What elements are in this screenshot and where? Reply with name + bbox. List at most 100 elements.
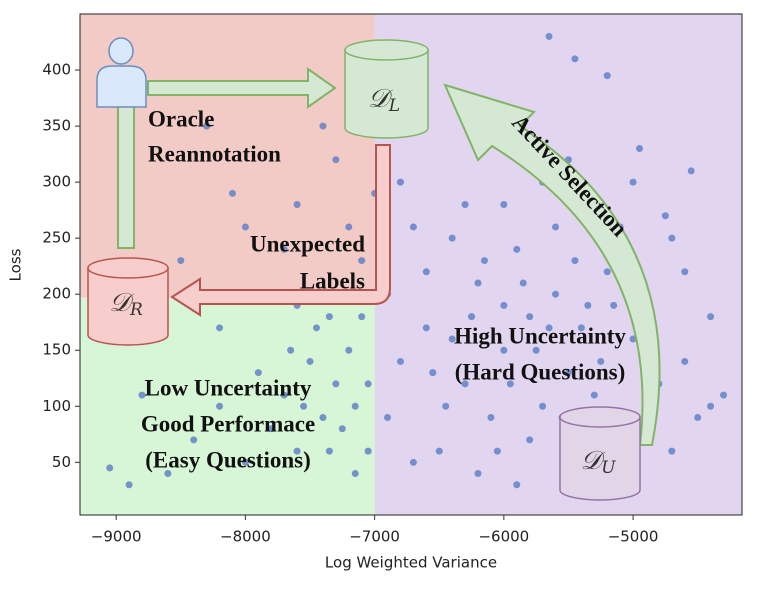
point: [584, 301, 592, 309]
annotation: High Uncertainty: [454, 323, 626, 348]
axes: −9000 −8000 −7000 −6000 −5000 50 100 150 200 250 3…: [42, 61, 658, 546]
x-tick-label: −9000: [91, 528, 142, 546]
point: [332, 156, 340, 164]
point: [564, 369, 572, 377]
point: [480, 257, 488, 265]
point: [125, 481, 133, 489]
store-u: [559, 406, 641, 501]
point: [203, 122, 211, 130]
point: [461, 201, 469, 209]
annotation: Unexpected: [250, 231, 365, 256]
point: [364, 380, 372, 388]
point: [636, 144, 644, 152]
point: [319, 413, 327, 421]
point: [422, 268, 430, 276]
point: [164, 470, 172, 478]
point: [694, 413, 702, 421]
y-tick-label: 250: [42, 229, 71, 247]
annotation: Labels: [300, 268, 365, 293]
x-tick-label: −8000: [220, 528, 271, 546]
y-axis-label: Loss: [7, 248, 25, 281]
point: [571, 55, 579, 63]
point: [571, 257, 579, 265]
point: [254, 369, 262, 377]
annotation: (Easy Questions): [145, 447, 311, 472]
point: [500, 201, 508, 209]
store-r: [87, 257, 169, 346]
point: [422, 324, 430, 332]
point: [106, 464, 114, 472]
annotation: Oracle: [148, 106, 214, 131]
y-tick-label: 300: [42, 173, 71, 191]
point: [526, 313, 534, 321]
point: [287, 346, 295, 354]
point: [629, 335, 637, 343]
point: [493, 447, 501, 455]
point: [280, 391, 288, 399]
point: [293, 447, 301, 455]
point: [720, 391, 728, 399]
point: [442, 402, 450, 410]
point: [474, 470, 482, 478]
point: [552, 223, 560, 231]
point: [241, 223, 249, 231]
regions: [80, 14, 742, 515]
point: [319, 122, 327, 130]
point: [545, 324, 553, 332]
point: [409, 458, 417, 466]
point: [603, 268, 611, 276]
point: [545, 32, 553, 40]
point: [138, 391, 146, 399]
point: [681, 357, 689, 365]
point: [216, 402, 224, 410]
y-tick-label: 400: [42, 61, 71, 79]
point: [526, 436, 534, 444]
point: [532, 346, 540, 354]
annotation: Low Uncertainty: [145, 375, 312, 400]
point: [338, 425, 346, 433]
point: [325, 447, 333, 455]
point: [552, 290, 560, 298]
point: [506, 380, 514, 388]
annotation: (Hard Questions): [455, 359, 626, 384]
point: [629, 178, 637, 186]
store-label: 𝒟L: [368, 84, 400, 116]
point: [358, 257, 366, 265]
point: [351, 470, 359, 478]
point: [661, 212, 669, 220]
point: [513, 481, 521, 489]
point: [345, 223, 353, 231]
point: [500, 301, 508, 309]
point: [448, 335, 456, 343]
point: [332, 380, 340, 388]
point: [500, 346, 508, 354]
point: [293, 201, 301, 209]
point: [513, 245, 521, 253]
point: [190, 436, 198, 444]
point: [216, 324, 224, 332]
x-axis-label: Log Weighted Variance: [325, 554, 497, 572]
point: [267, 425, 275, 433]
annotation: Good Performace: [141, 411, 315, 436]
point: [409, 223, 417, 231]
point: [177, 257, 185, 265]
point: [707, 313, 715, 321]
point: [396, 178, 404, 186]
diagram: [87, 37, 661, 501]
point: [668, 234, 676, 242]
x-tick-label: −7000: [349, 528, 400, 546]
store-sub: U: [601, 458, 616, 478]
point: [687, 167, 695, 175]
store-l: [344, 39, 429, 139]
y-tick-label: 150: [42, 341, 71, 359]
point: [539, 402, 547, 410]
y-tick-label: 350: [42, 117, 71, 135]
oracle-arrow: [147, 67, 337, 109]
point: [603, 72, 611, 80]
y-tick-label: 200: [42, 285, 71, 303]
selection-arrow: [443, 83, 661, 446]
point: [461, 380, 469, 388]
point: [668, 447, 676, 455]
point: [280, 245, 288, 253]
